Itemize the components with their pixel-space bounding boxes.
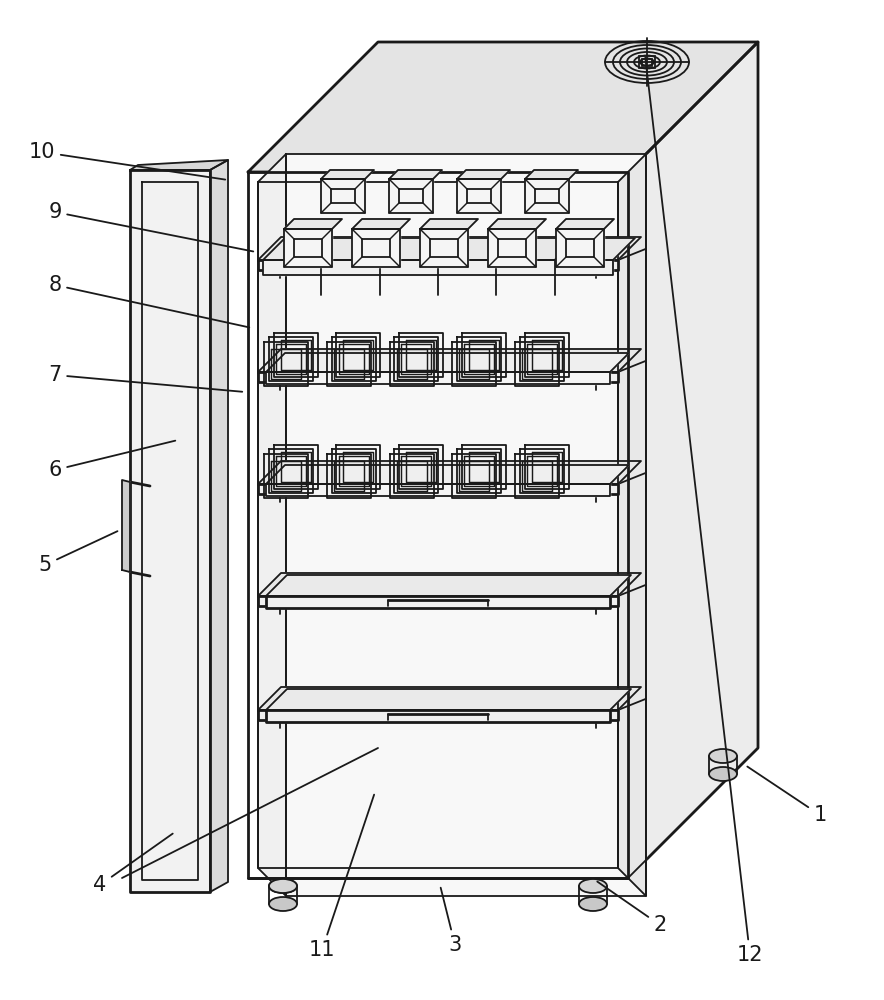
Polygon shape <box>266 689 631 710</box>
Polygon shape <box>389 179 433 213</box>
Polygon shape <box>266 353 629 372</box>
Text: 3: 3 <box>440 888 461 955</box>
Polygon shape <box>263 260 613 275</box>
Polygon shape <box>266 710 610 722</box>
Text: 8: 8 <box>49 275 249 327</box>
Polygon shape <box>258 484 618 494</box>
Polygon shape <box>258 372 618 382</box>
Polygon shape <box>488 219 546 229</box>
Polygon shape <box>628 42 758 878</box>
Polygon shape <box>258 461 641 484</box>
Polygon shape <box>258 154 286 896</box>
Polygon shape <box>258 573 641 596</box>
Text: 11: 11 <box>309 795 374 960</box>
Polygon shape <box>130 160 228 170</box>
Bar <box>639 56 655 68</box>
Ellipse shape <box>709 749 737 763</box>
Polygon shape <box>284 229 332 267</box>
Polygon shape <box>266 596 610 608</box>
Polygon shape <box>352 229 400 267</box>
Text: 6: 6 <box>49 441 175 480</box>
Polygon shape <box>618 154 646 896</box>
Polygon shape <box>284 219 342 229</box>
Polygon shape <box>321 170 374 179</box>
Ellipse shape <box>269 879 297 893</box>
Polygon shape <box>525 170 578 179</box>
Polygon shape <box>352 219 410 229</box>
Polygon shape <box>266 465 629 484</box>
Text: 1: 1 <box>747 767 827 825</box>
Polygon shape <box>258 237 641 260</box>
Polygon shape <box>420 219 478 229</box>
Ellipse shape <box>709 767 737 781</box>
Polygon shape <box>248 42 758 172</box>
Polygon shape <box>266 575 631 596</box>
Polygon shape <box>266 372 610 384</box>
Polygon shape <box>258 710 618 720</box>
Text: 4: 4 <box>94 834 172 895</box>
Polygon shape <box>556 219 614 229</box>
Bar <box>642 58 652 66</box>
Ellipse shape <box>269 879 297 893</box>
Polygon shape <box>258 596 618 606</box>
Polygon shape <box>210 160 228 892</box>
Polygon shape <box>130 170 210 892</box>
Polygon shape <box>457 179 501 213</box>
Text: 12: 12 <box>645 58 763 965</box>
Polygon shape <box>525 179 569 213</box>
Polygon shape <box>258 260 618 270</box>
Text: 10: 10 <box>29 142 225 180</box>
Text: 9: 9 <box>49 202 254 251</box>
Text: 5: 5 <box>38 531 118 575</box>
Polygon shape <box>321 179 365 213</box>
Polygon shape <box>457 170 510 179</box>
Polygon shape <box>263 238 635 260</box>
Polygon shape <box>556 229 604 267</box>
Ellipse shape <box>579 897 607 911</box>
Polygon shape <box>258 687 641 710</box>
Polygon shape <box>286 154 646 896</box>
Polygon shape <box>389 170 442 179</box>
Polygon shape <box>420 229 468 267</box>
Ellipse shape <box>269 897 297 911</box>
Polygon shape <box>488 229 536 267</box>
Text: 7: 7 <box>49 365 242 392</box>
Polygon shape <box>258 349 641 372</box>
Ellipse shape <box>579 879 607 893</box>
Text: 2: 2 <box>598 882 667 935</box>
Polygon shape <box>266 484 610 496</box>
Polygon shape <box>122 480 130 572</box>
